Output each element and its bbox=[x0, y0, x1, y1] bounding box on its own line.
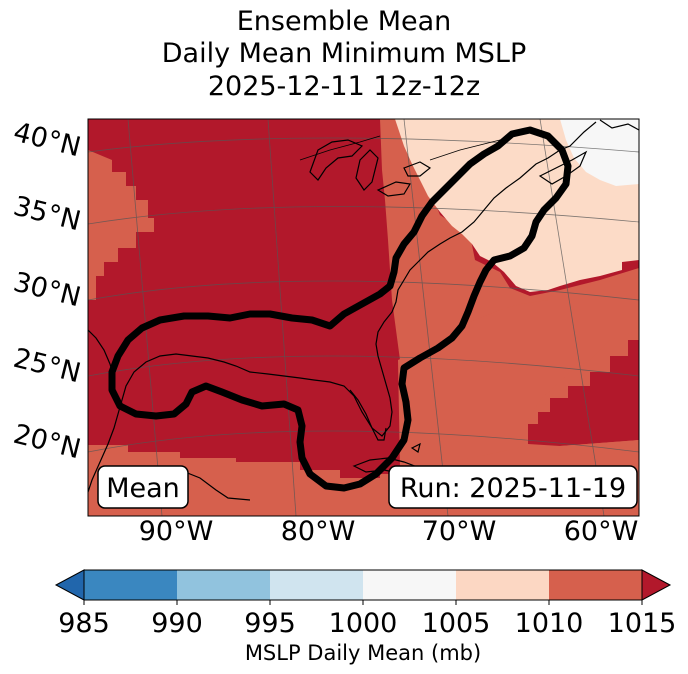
title-line-1: Ensemble Mean bbox=[236, 6, 452, 37]
colorbar-tick-label: 1015 bbox=[608, 608, 677, 639]
longitude-labels: 90°W 80°W 70°W 60°W bbox=[139, 516, 639, 547]
colorbar-tick-label: 990 bbox=[151, 608, 203, 639]
latitude-labels: 40°N 35°N 30°N 25°N 20°N bbox=[10, 117, 84, 466]
lat-label-25: 25°N bbox=[10, 343, 84, 390]
lon-label-70: 70°W bbox=[422, 516, 497, 547]
lat-label-40: 40°N bbox=[10, 117, 84, 164]
colorbar-under-arrow bbox=[54, 569, 85, 601]
lon-label-60: 60°W bbox=[564, 516, 639, 547]
map-frame bbox=[87, 118, 640, 517]
map-panel: 40°N 35°N 30°N 25°N 20°N 90°W 80°W 70°W … bbox=[10, 117, 640, 547]
colorbar: 985 990 995 1000 1005 1010 1015 MSLP Daily Mea… bbox=[54, 569, 676, 665]
colorbar-tick-label: 985 bbox=[58, 608, 110, 639]
lat-label-35: 35°N bbox=[10, 191, 84, 238]
lon-label-90: 90°W bbox=[139, 516, 214, 547]
lat-label-30: 30°N bbox=[10, 267, 84, 314]
colorbar-segment bbox=[456, 570, 550, 600]
colorbar-ticks: 985 990 995 1000 1005 1010 1015 bbox=[58, 600, 676, 639]
colorbar-tick-label: 1010 bbox=[515, 608, 584, 639]
ensemble-outline bbox=[108, 126, 572, 492]
colorbar-segment bbox=[363, 570, 457, 600]
title-line-3: 2025-12-11 12z-12z bbox=[207, 71, 481, 102]
colorbar-segment bbox=[549, 570, 643, 600]
colorbar-segment bbox=[84, 570, 178, 600]
lon-label-80: 80°W bbox=[281, 516, 356, 547]
colorbar-segment bbox=[177, 570, 271, 600]
lat-label-20: 20°N bbox=[10, 419, 84, 466]
colorbar-label: MSLP Daily Mean (mb) bbox=[245, 641, 481, 665]
pressure-band-1010-west bbox=[88, 150, 154, 300]
run-label-text: Run: 2025-11-19 bbox=[400, 473, 626, 504]
mean-label-box: Mean bbox=[97, 465, 189, 509]
colorbar-tick-label: 1000 bbox=[329, 608, 398, 639]
mean-label-text: Mean bbox=[106, 473, 180, 504]
colorbar-over-arrow bbox=[641, 569, 672, 601]
graticule bbox=[88, 119, 639, 516]
run-label-box: Run: 2025-11-19 bbox=[388, 465, 638, 509]
colorbar-segments bbox=[84, 570, 643, 600]
coastlines bbox=[88, 119, 639, 501]
title-line-2: Daily Mean Minimum MSLP bbox=[161, 38, 527, 69]
colorbar-tick-label: 1005 bbox=[422, 608, 491, 639]
colorbar-tick-label: 995 bbox=[244, 608, 296, 639]
colorbar-segment bbox=[270, 570, 364, 600]
